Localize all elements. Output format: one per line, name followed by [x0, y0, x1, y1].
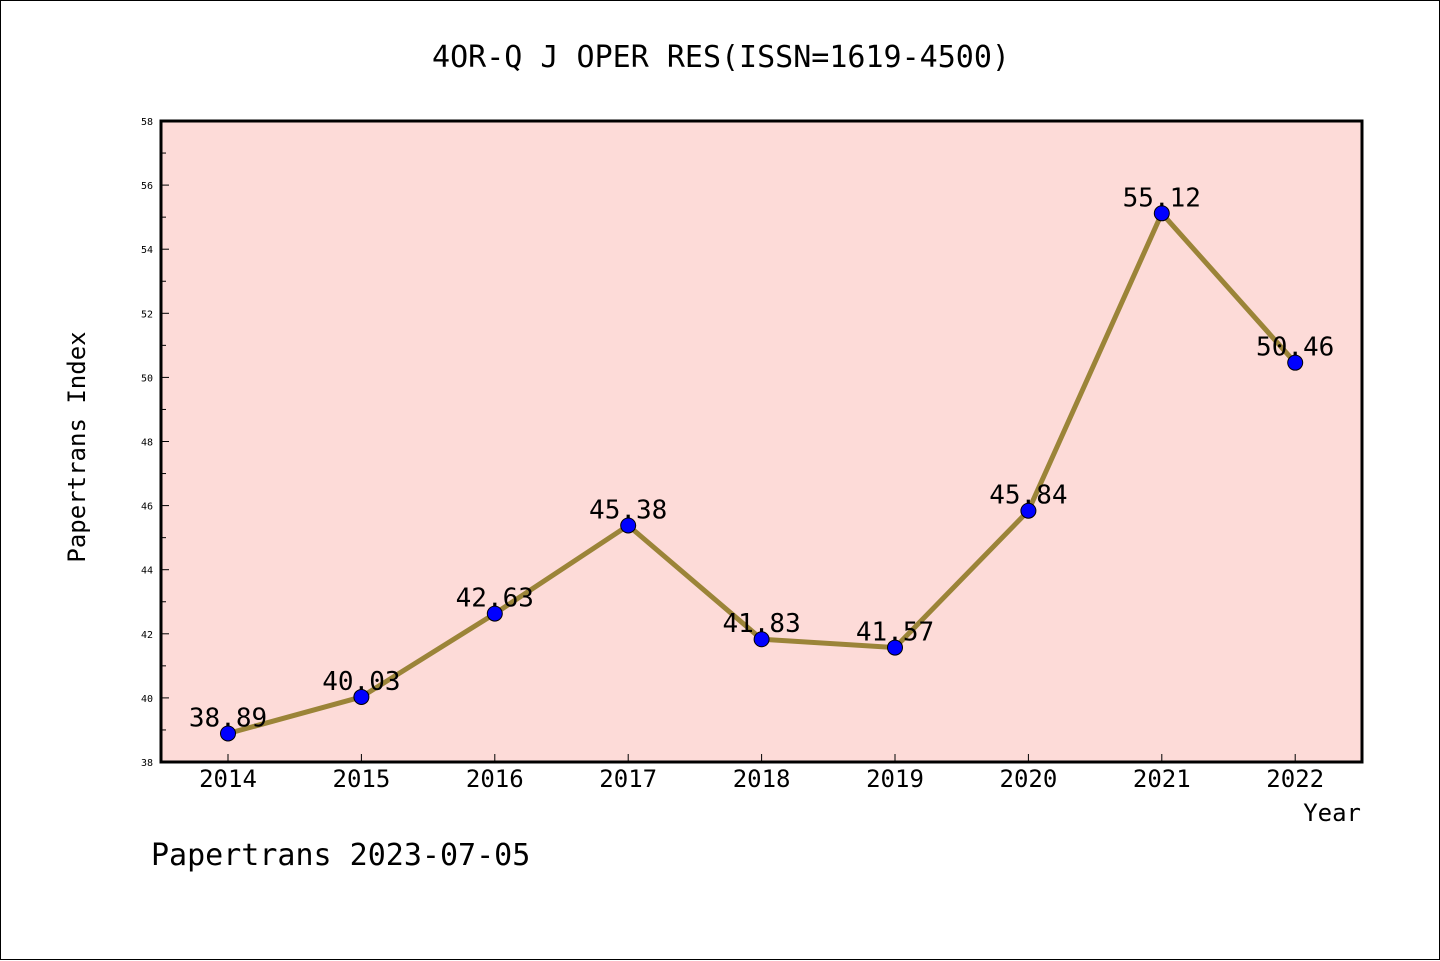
data-labels: 38.89 40.03 42.63 45.38 41.83 41.57 45.84 55.12… — [189, 183, 1334, 733]
data-label: 40.03 — [322, 667, 400, 697]
y-tick-label: 48 — [141, 438, 153, 449]
x-tick-label: 2016 — [466, 765, 524, 793]
y-tick-label: 38 — [141, 758, 153, 769]
y-tick-label: 42 — [141, 630, 153, 641]
x-tick-label: 2022 — [1266, 765, 1324, 793]
y-tick-label: 50 — [141, 373, 153, 384]
y-tick-label: 52 — [141, 309, 153, 320]
y-tick-label: 40 — [141, 694, 153, 705]
data-label: 38.89 — [189, 703, 267, 733]
footer-caption: Papertrans 2023-07-05 — [151, 838, 530, 873]
data-point — [753, 631, 770, 648]
data-point — [220, 725, 236, 742]
x-axis-title: Year — [1303, 799, 1361, 827]
x-tick-label: 2015 — [333, 765, 391, 793]
x-tick-label: 2020 — [1000, 765, 1058, 793]
data-point — [486, 605, 503, 622]
data-label: 55.12 — [1123, 183, 1201, 213]
data-label: 45.38 — [589, 495, 667, 525]
y-axis-title: Papertrans Index — [63, 331, 91, 562]
data-label: 41.57 — [856, 618, 934, 648]
y-axis: 38 40 42 44 46 48 50 52 54 56 58 — [141, 117, 169, 769]
x-tick-label: 2014 — [199, 765, 257, 793]
data-label: 41.83 — [722, 609, 800, 639]
data-point — [620, 517, 637, 534]
y-tick-label: 44 — [141, 566, 153, 577]
data-point — [1020, 502, 1037, 519]
data-points — [220, 205, 1304, 742]
plot-area — [159, 119, 1364, 764]
y-tick-label: 58 — [141, 117, 153, 128]
data-label: 45.84 — [989, 481, 1067, 511]
data-point — [1287, 354, 1304, 371]
y-tick-label: 46 — [141, 502, 153, 513]
chart-title: 4OR-Q J OPER RES(ISSN=1619-4500) — [432, 40, 1010, 75]
x-tick-label: 2017 — [599, 765, 657, 793]
x-tick-label: 2018 — [733, 765, 791, 793]
x-axis: 2014 2015 2016 2017 2018 2019 2020 2021 2022 — [199, 754, 1324, 793]
x-tick-label: 2021 — [1133, 765, 1191, 793]
data-label: 50.46 — [1256, 333, 1334, 363]
x-tick-label: 2019 — [866, 765, 924, 793]
data-point — [353, 688, 370, 705]
y-tick-label: 54 — [141, 245, 153, 256]
y-tick-label: 56 — [141, 181, 153, 192]
data-point — [1153, 205, 1170, 222]
data-point — [887, 639, 903, 656]
data-label: 42.63 — [456, 584, 534, 614]
